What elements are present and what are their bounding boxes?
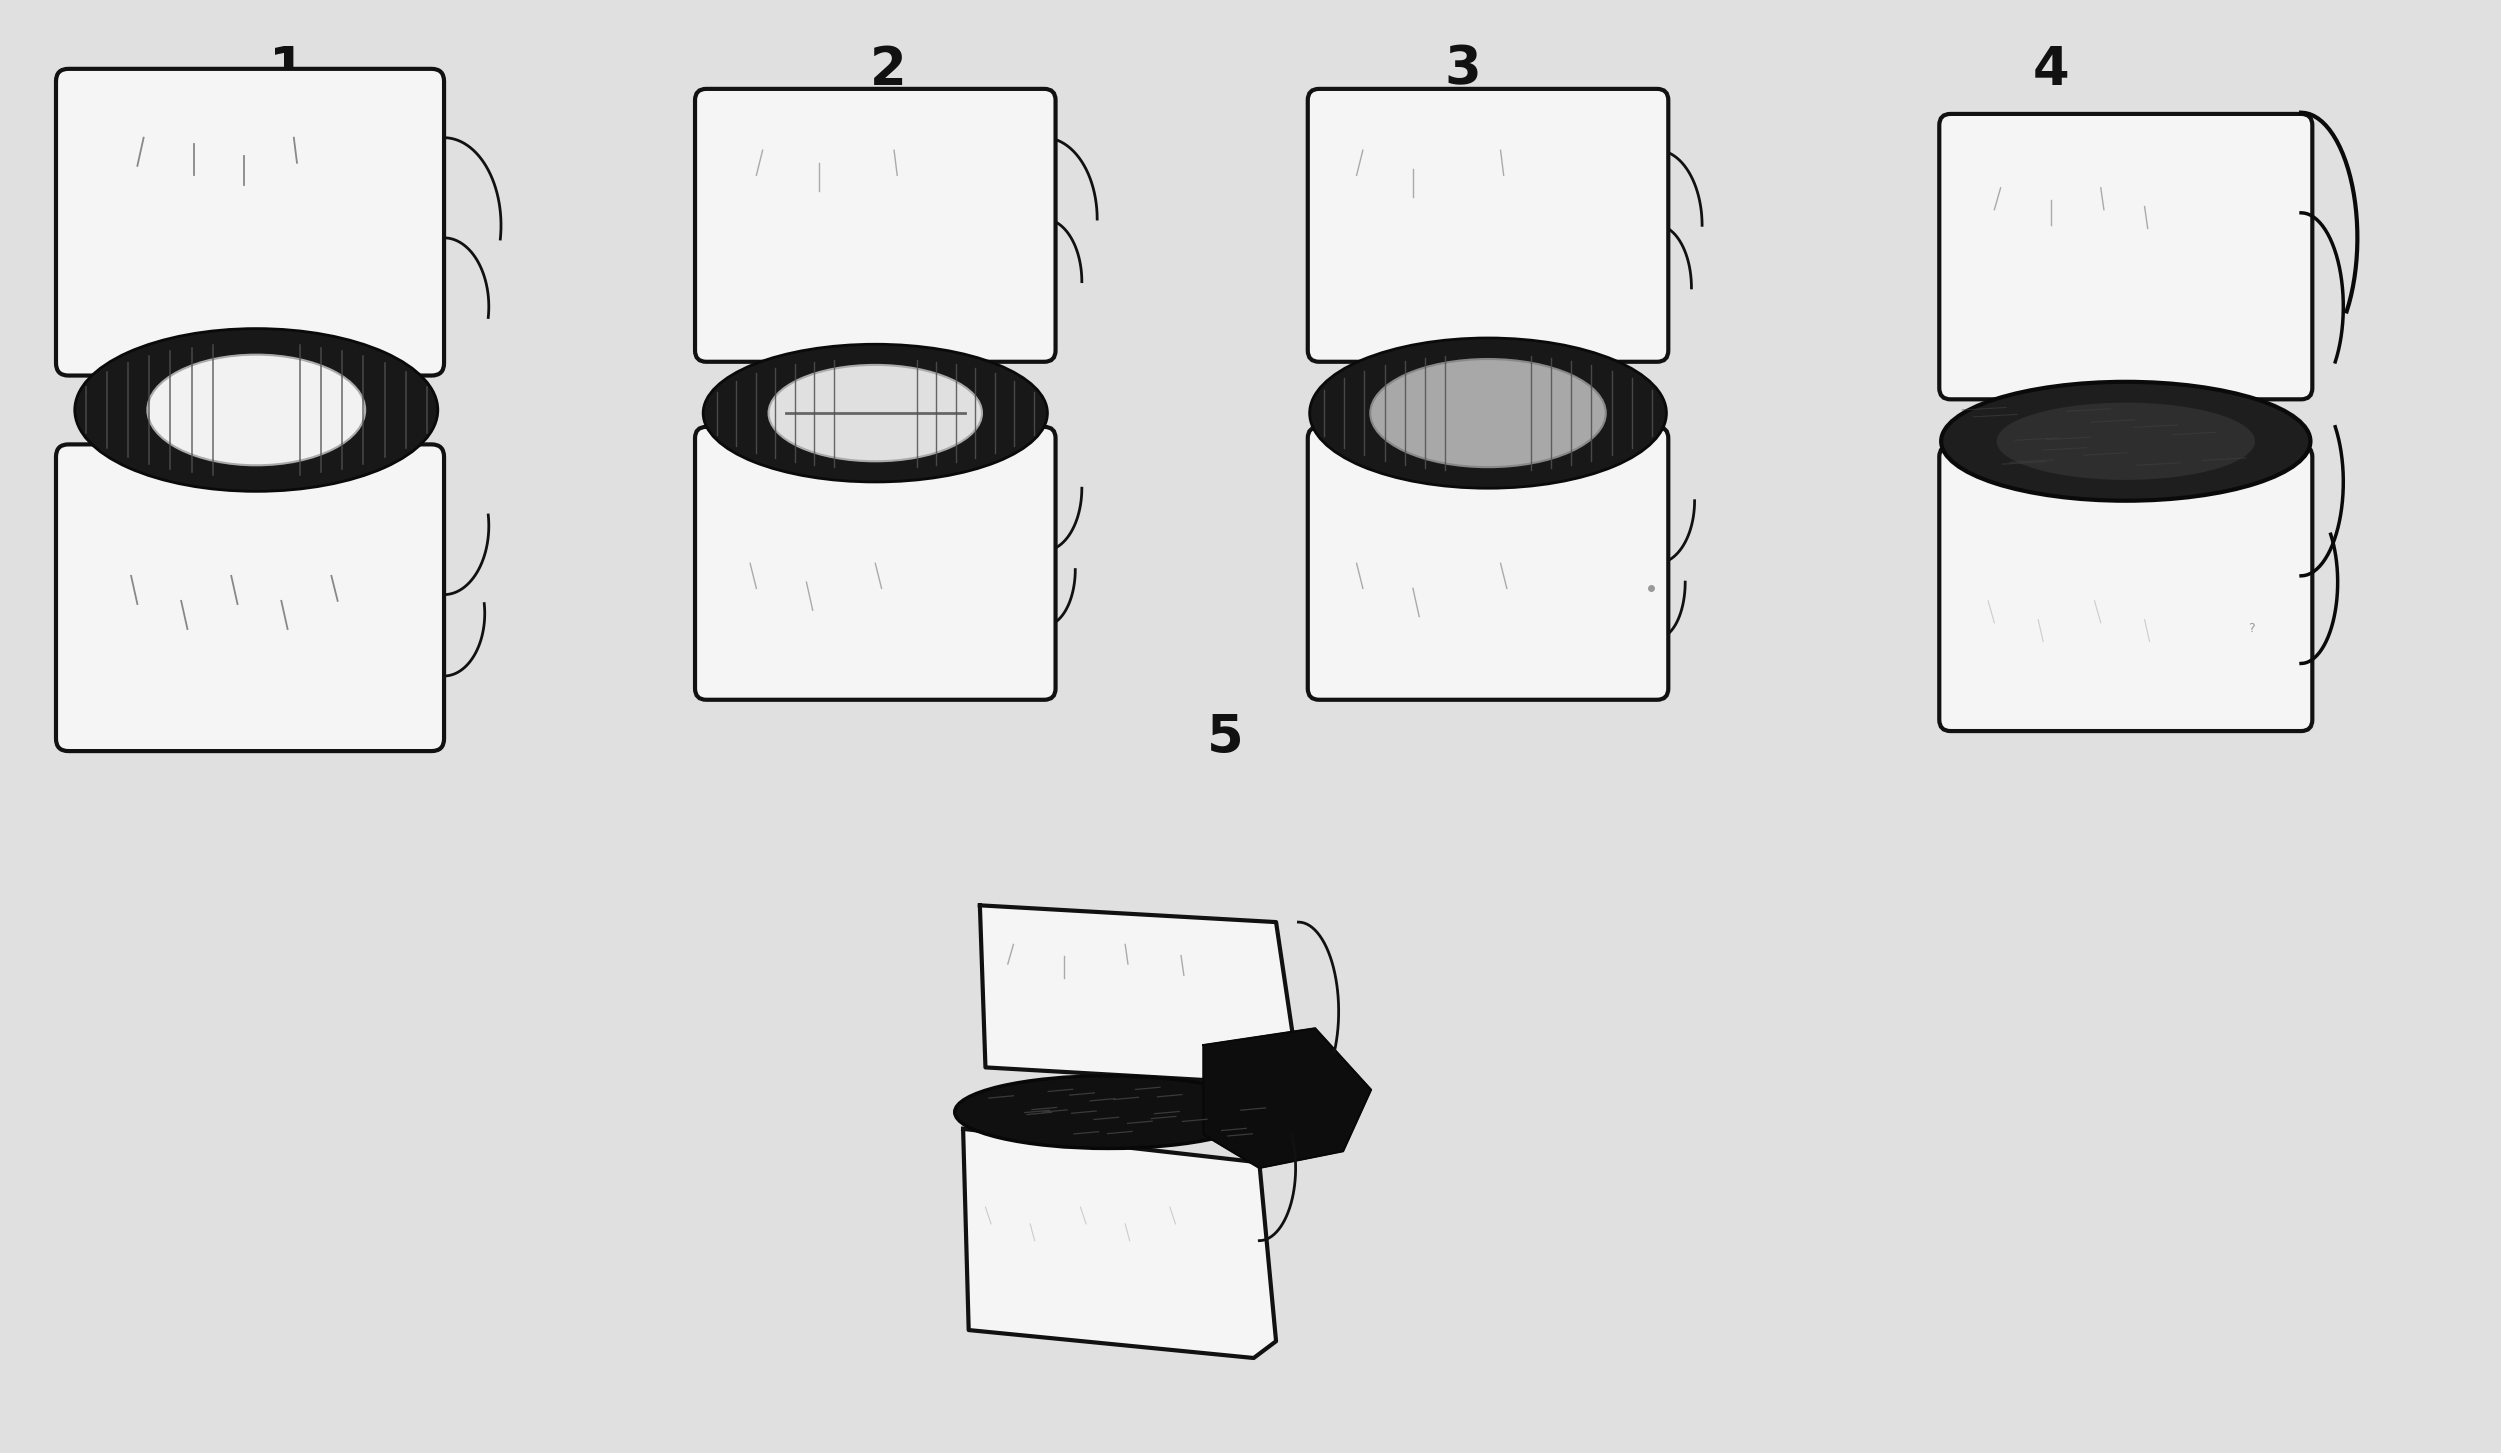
Text: 4: 4 (2033, 44, 2068, 96)
FancyBboxPatch shape (1308, 427, 1668, 700)
FancyBboxPatch shape (1308, 89, 1668, 362)
Ellipse shape (148, 355, 365, 465)
Polygon shape (980, 905, 1298, 1084)
FancyBboxPatch shape (1938, 113, 2313, 400)
FancyBboxPatch shape (1938, 446, 2313, 731)
Ellipse shape (1996, 402, 2256, 479)
Text: 3: 3 (1446, 44, 1481, 96)
FancyBboxPatch shape (55, 68, 445, 375)
Text: ?: ? (2248, 622, 2253, 635)
FancyBboxPatch shape (695, 427, 1055, 700)
Ellipse shape (955, 1075, 1263, 1148)
FancyBboxPatch shape (695, 89, 1055, 362)
FancyBboxPatch shape (55, 445, 445, 751)
Ellipse shape (768, 365, 983, 461)
Ellipse shape (1371, 359, 1606, 468)
Ellipse shape (1941, 382, 2311, 501)
Text: 1: 1 (270, 44, 305, 96)
Ellipse shape (703, 344, 1048, 482)
Polygon shape (963, 1129, 1276, 1359)
Ellipse shape (75, 328, 438, 491)
Polygon shape (1203, 1029, 1371, 1168)
Text: 5: 5 (1208, 712, 1243, 764)
Text: 2: 2 (870, 44, 905, 96)
Ellipse shape (1311, 339, 1666, 488)
